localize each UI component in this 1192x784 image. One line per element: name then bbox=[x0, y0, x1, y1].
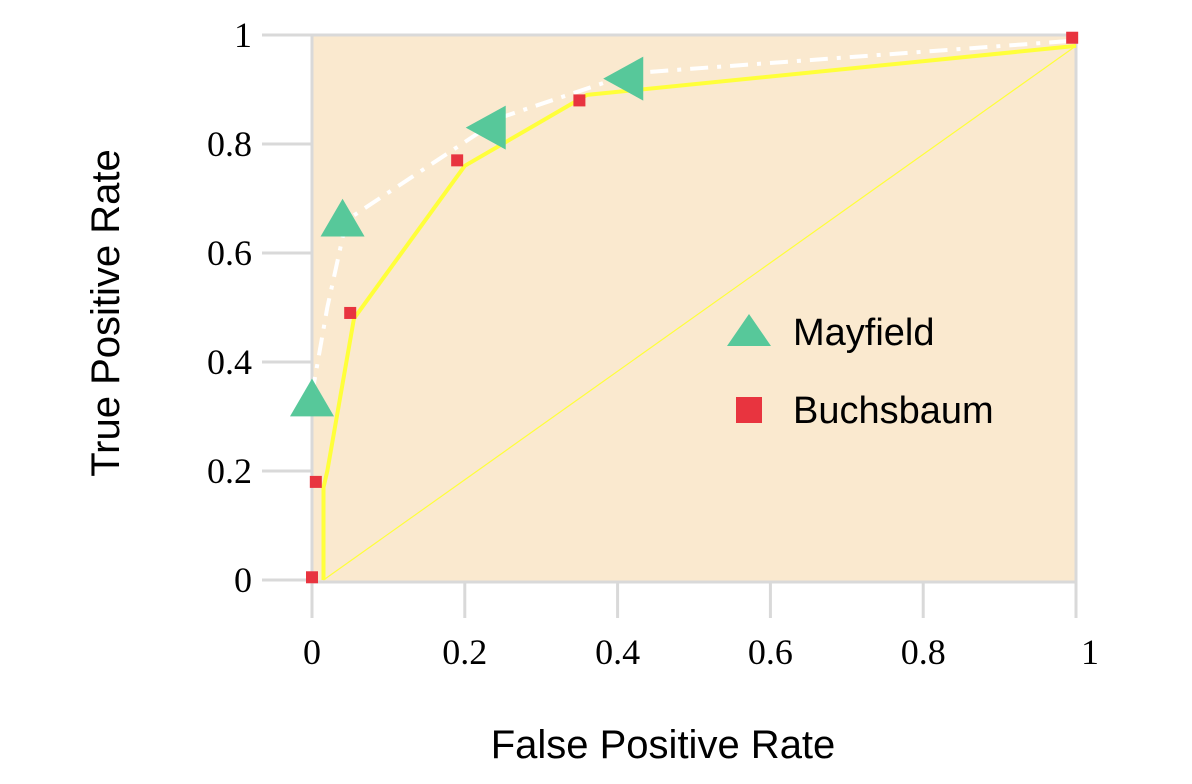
legend-mayfield-marker bbox=[727, 314, 771, 346]
legend-buchsbaum-marker bbox=[736, 397, 762, 423]
x-tick-label: 0.6 bbox=[748, 632, 793, 672]
buchsbaum-point bbox=[309, 475, 322, 488]
chance-diagonal-line bbox=[323, 45, 1077, 581]
y-tick-label: 0.6 bbox=[207, 233, 252, 273]
legend-label: Mayfield bbox=[793, 312, 935, 354]
legend-label: Buchsbaum bbox=[793, 390, 994, 432]
buchsbaum-point bbox=[344, 306, 357, 319]
buchsbaum-point bbox=[306, 571, 318, 584]
x-tick-label: 1 bbox=[1081, 632, 1099, 672]
y-axis-title: True Positive Rate bbox=[84, 149, 128, 477]
mayfield-point bbox=[290, 378, 334, 417]
y-tick-label: 0.2 bbox=[207, 451, 252, 491]
mayfield-point bbox=[465, 105, 506, 150]
x-axis-title: False Positive Rate bbox=[491, 723, 836, 767]
mayfield-point bbox=[320, 198, 365, 237]
buchsbaum-point bbox=[1066, 31, 1079, 44]
mayfield-point bbox=[603, 56, 644, 101]
buchsbaum-point bbox=[451, 154, 464, 167]
x-tick-label: 0.8 bbox=[901, 632, 946, 672]
x-tick-label: 0 bbox=[303, 632, 321, 672]
dash-dot-roc-curve bbox=[310, 38, 1077, 396]
y-tick-label: 0.8 bbox=[207, 124, 252, 164]
tick-labels: 0 0.2 0.4 0.6 0.8 1 0 0.2 0.4 0.6 0.8 1 bbox=[207, 15, 1099, 672]
y-tick-label: 0 bbox=[234, 560, 252, 600]
tick-marks bbox=[262, 33, 1078, 618]
x-tick-label: 0.2 bbox=[442, 632, 487, 672]
data-markers bbox=[290, 31, 1079, 584]
y-tick-label: 0.4 bbox=[207, 342, 252, 382]
plot-area bbox=[310, 33, 1078, 584]
y-tick-label: 1 bbox=[234, 15, 252, 55]
buchsbaum-point bbox=[573, 94, 586, 107]
x-tick-label: 0.4 bbox=[595, 632, 640, 672]
legend: Mayfield Buchsbaum bbox=[727, 312, 994, 432]
